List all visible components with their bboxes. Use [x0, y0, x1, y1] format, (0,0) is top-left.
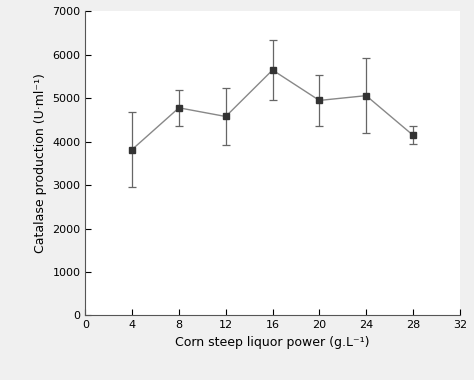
Y-axis label: Catalase production (U·ml⁻¹): Catalase production (U·ml⁻¹) [34, 73, 47, 253]
X-axis label: Corn steep liquor power (g.L⁻¹): Corn steep liquor power (g.L⁻¹) [175, 336, 370, 349]
